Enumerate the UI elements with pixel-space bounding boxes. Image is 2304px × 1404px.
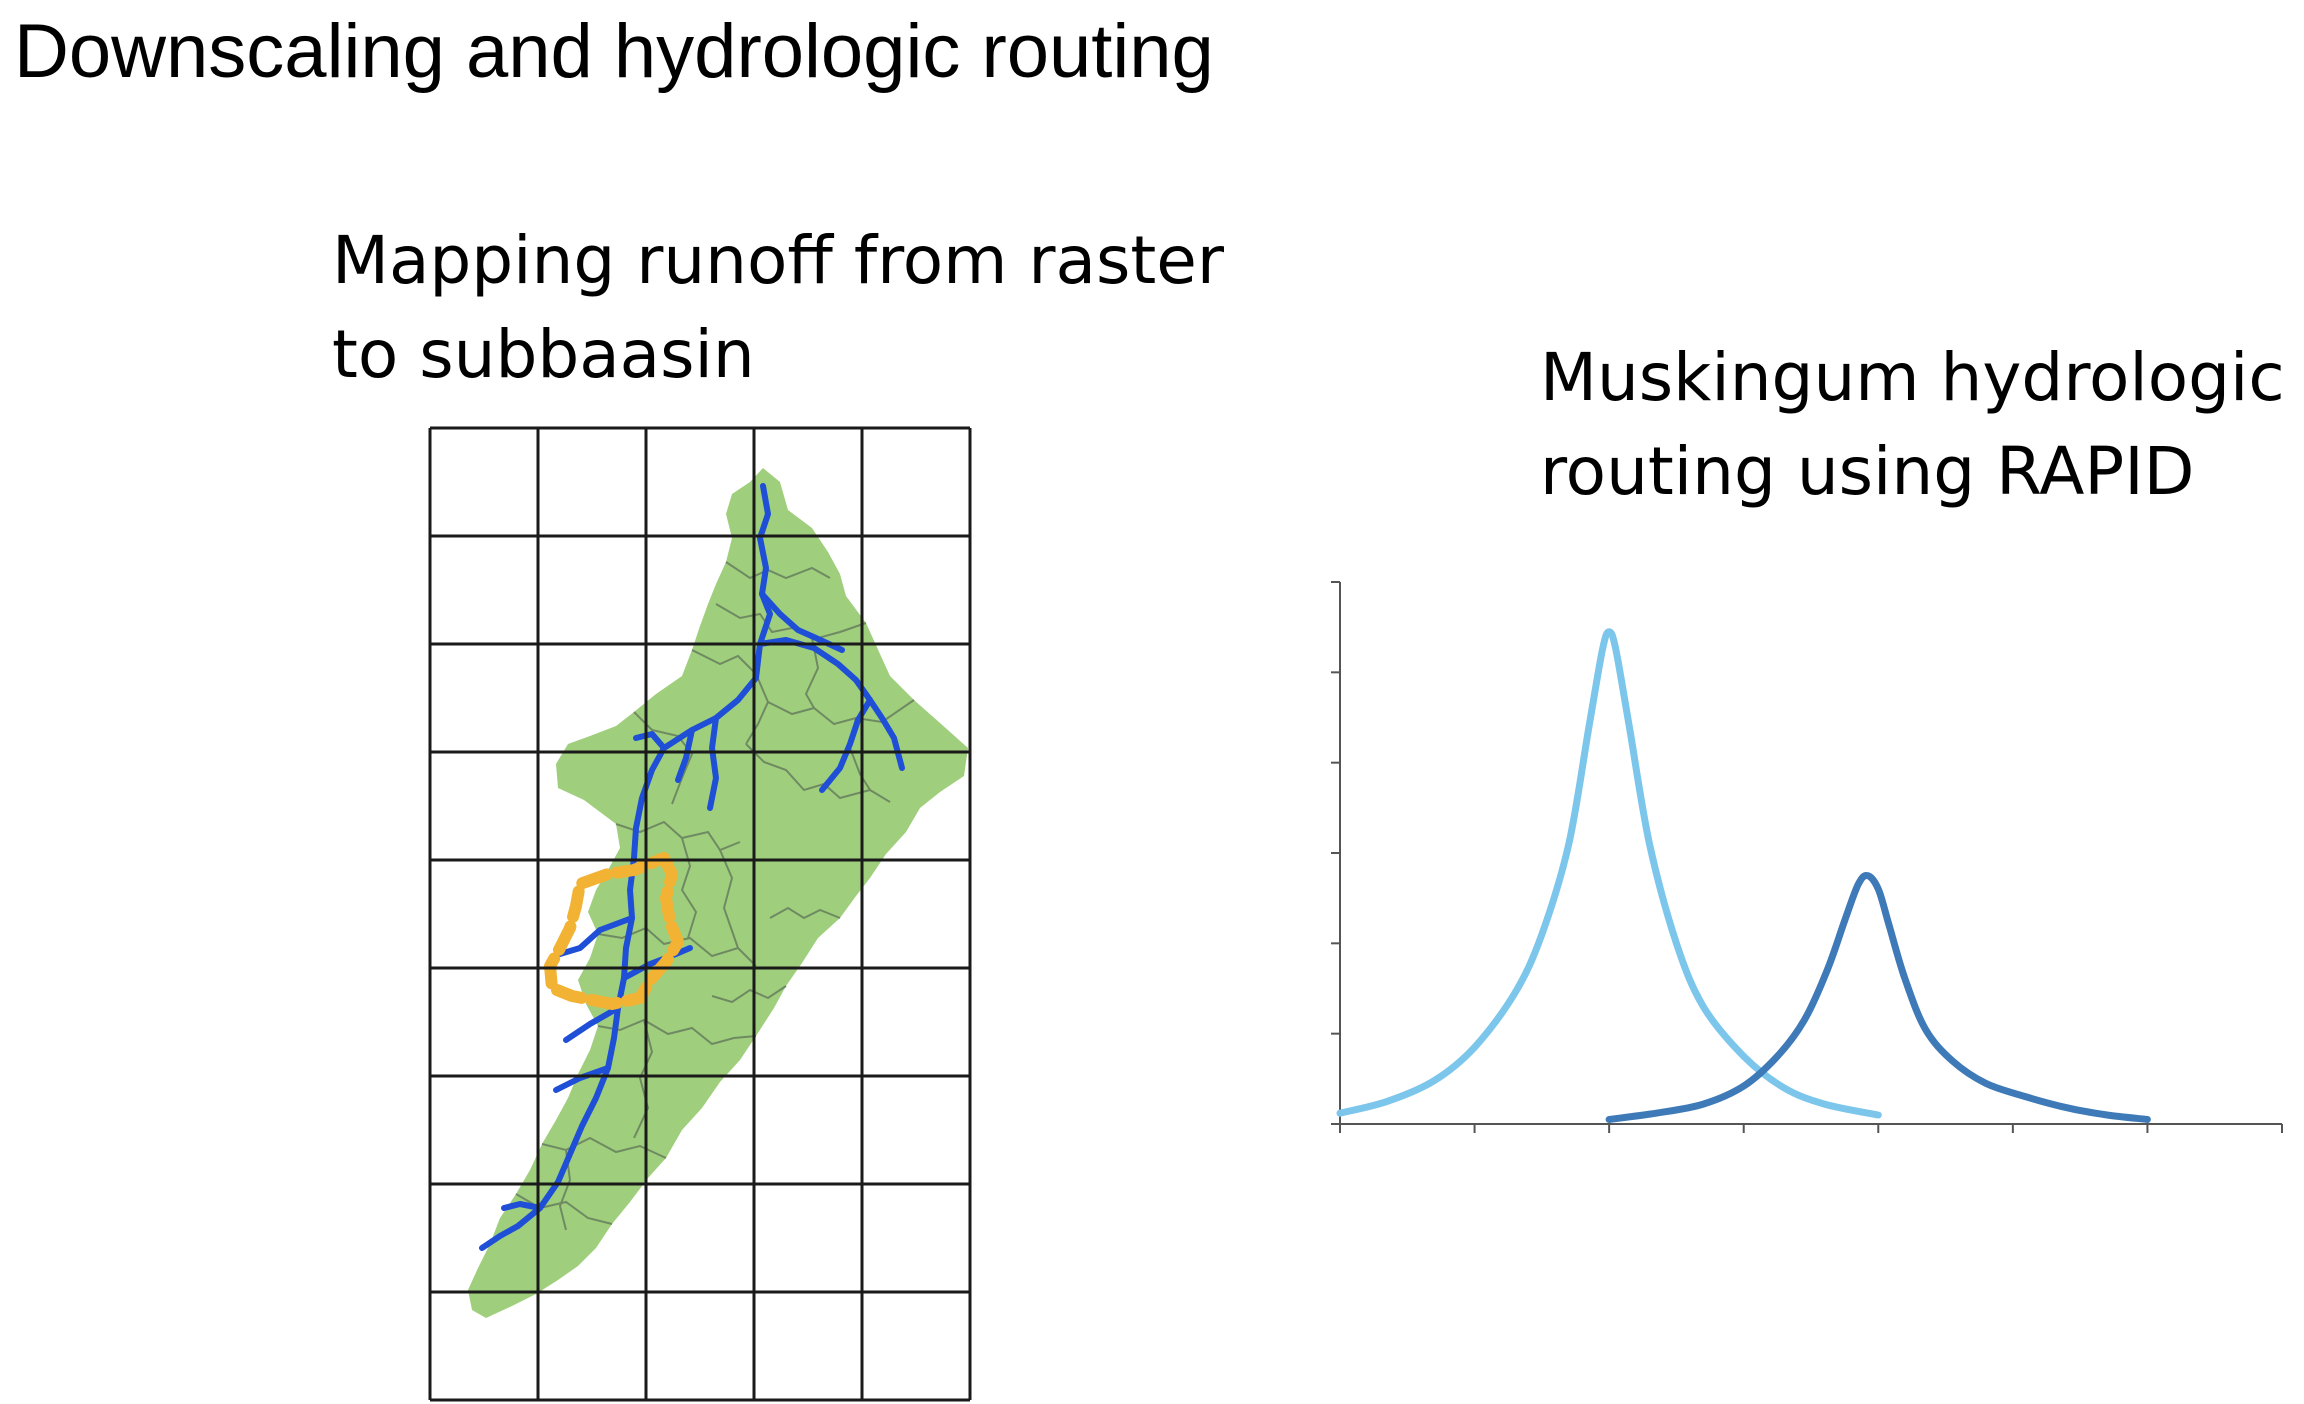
outflow-hydrograph-line [1605, 871, 2151, 1123]
left-panel-caption: Mapping runoff from raster to subbaasin [332, 214, 1224, 402]
right-panel-caption: Muskingum hydrologic routing using RAPID [1540, 331, 2285, 519]
subbasin-boundaries [515, 561, 915, 1231]
chart-axes [1331, 581, 2283, 1133]
watershed-area [468, 468, 968, 1318]
left-caption-line-2: to subbaasin [332, 316, 755, 393]
inflow-hydrograph-line [1336, 628, 1882, 1119]
raster-grid [428, 426, 972, 1402]
left-caption-line-1: Mapping runoff from raster [332, 222, 1224, 299]
stream-network [479, 483, 905, 1251]
highlighted-subbasin-outline [544, 852, 684, 1010]
chart-series [1336, 628, 2151, 1123]
slide-title: Downscaling and hydrologic routing [14, 9, 1214, 94]
right-caption-line-1: Muskingum hydrologic [1540, 339, 2285, 416]
hydrograph-chart-svg [1331, 581, 2283, 1133]
watershed-map-svg [428, 426, 972, 1402]
watershed-raster-map [420, 418, 972, 1402]
right-caption-line-2: routing using RAPID [1540, 433, 2195, 510]
hydrograph-chart [1320, 570, 2290, 1140]
